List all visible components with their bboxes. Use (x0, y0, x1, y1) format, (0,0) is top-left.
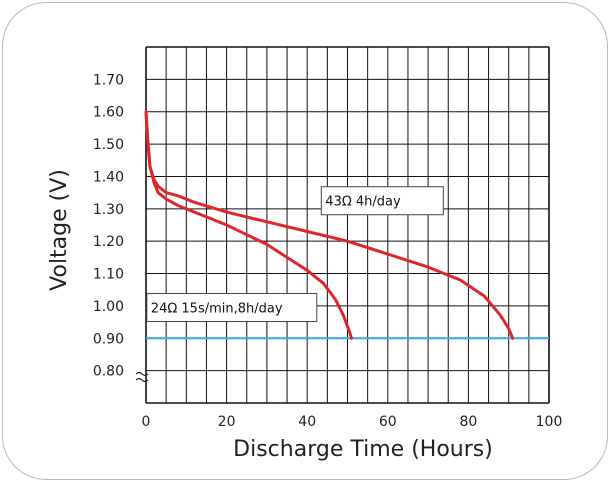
series-label-box-2: 43Ω 4h/day (320, 186, 444, 216)
x-tick-label: 40 (298, 414, 316, 430)
plot-grid (145, 46, 550, 404)
x-tick-label: 20 (218, 414, 236, 430)
y-tick-label: 1.10 (93, 267, 124, 283)
x-tick-label: 60 (379, 414, 397, 430)
y-tick-labels: 0.80 0.90 1.00 1.10 1.20 1.30 1.40 1.50 1.60 1.70 (93, 72, 124, 379)
y-tick-label: 0.90 (93, 331, 124, 347)
y-tick-label: 1.00 (93, 299, 124, 315)
series-line-1 (144, 110, 353, 340)
x-tick-label: 0 (142, 414, 151, 430)
x-tick-label: 100 (536, 414, 563, 430)
y-tick-label: 1.50 (93, 137, 124, 153)
y-tick-label: 1.20 (93, 234, 124, 250)
y-tick-label: 1.30 (93, 202, 124, 218)
x-tick-label: 80 (459, 414, 477, 430)
y-tick-label: 1.60 (93, 105, 124, 121)
series-label-text: 43Ω 4h/day (325, 195, 401, 210)
x-tick-labels: 0 20 40 60 80 100 (142, 414, 563, 430)
y-tick-label: 1.70 (93, 72, 124, 88)
y-tick-label: 1.40 (93, 169, 124, 185)
y-axis-break (135, 371, 149, 383)
series-label-text: 24Ω 15s/min,8h/day (151, 302, 283, 317)
series-labels: 43Ω 4h/day 24Ω 15s/min,8h/day (146, 186, 444, 323)
x-axis-title: Discharge Time (Hours) (233, 437, 493, 462)
y-tick-label: 0.80 (93, 364, 124, 380)
curves-layer (144, 110, 515, 340)
y-axis-title: Voltage (V) (47, 169, 72, 291)
series-line-2 (144, 110, 515, 340)
series-label-box-1: 24Ω 15s/min,8h/day (146, 293, 318, 323)
